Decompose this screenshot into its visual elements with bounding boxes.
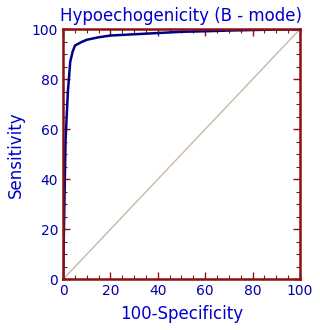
X-axis label: 100-Specificity: 100-Specificity bbox=[120, 305, 243, 323]
Title: Hypoechogenicity (B - mode): Hypoechogenicity (B - mode) bbox=[60, 7, 302, 25]
Y-axis label: Sensitivity: Sensitivity bbox=[7, 111, 25, 198]
